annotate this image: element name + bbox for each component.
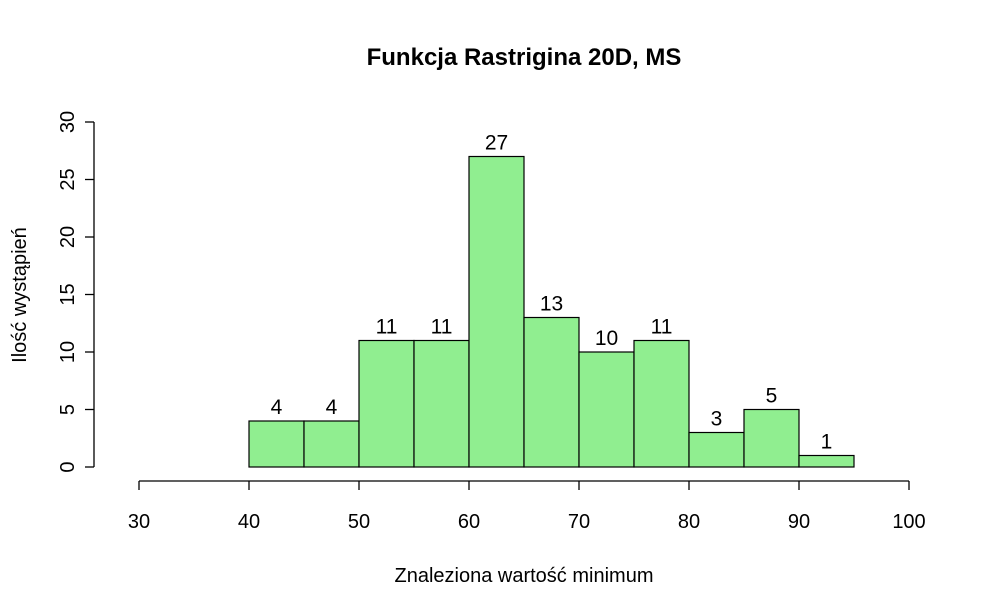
y-tick-label: 15 — [57, 283, 79, 305]
bar-value-label: 11 — [431, 316, 453, 339]
y-axis-label: Ilość wystąpień — [9, 227, 31, 363]
x-tick-label: 60 — [458, 511, 480, 533]
bar-value-label: 4 — [326, 396, 338, 419]
x-tick-label: 30 — [128, 511, 150, 533]
x-axis-label: Znaleziona wartość minimum — [395, 565, 654, 587]
bar-value-label: 3 — [711, 408, 723, 431]
y-tick-label: 25 — [57, 168, 79, 190]
bar-value-label: 5 — [766, 385, 778, 408]
histogram-bar — [633, 339, 690, 468]
x-tick-label: 90 — [788, 511, 810, 533]
chart-title: Funkcja Rastrigina 20D, MS — [367, 44, 682, 71]
y-tick-label: 30 — [57, 111, 79, 133]
y-tick-label: 10 — [57, 341, 79, 363]
histogram-bar — [743, 408, 800, 468]
histogram-bar — [468, 155, 525, 468]
bar-labels-group: 4 4 11 11 27 13 10 11 3 5 1 — [271, 132, 833, 454]
bars-group — [248, 155, 855, 468]
x-tick-label: 80 — [678, 511, 700, 533]
y-tick-label: 5 — [57, 404, 79, 415]
x-tick-label: 100 — [892, 511, 925, 533]
bar-value-label: 10 — [595, 327, 618, 350]
bar-value-label: 13 — [540, 293, 563, 316]
bar-value-label: 1 — [821, 431, 833, 454]
y-tick-label: 20 — [57, 226, 79, 248]
y-axis: 0 5 10 15 20 25 30 — [57, 111, 95, 473]
x-tick-label: 50 — [348, 511, 370, 533]
histogram-bar — [413, 339, 470, 468]
histogram-bar — [688, 431, 745, 468]
histogram-bar — [303, 420, 360, 468]
histogram-bar — [798, 454, 855, 468]
bar-value-label: 4 — [271, 396, 283, 419]
bar-value-label: 11 — [651, 316, 673, 339]
histogram-bar — [523, 316, 580, 468]
bar-value-label: 11 — [376, 316, 398, 339]
bar-value-label: 27 — [485, 132, 508, 155]
histogram-bar — [248, 420, 305, 468]
y-tick-label: 0 — [57, 461, 79, 472]
histogram-bar — [358, 339, 415, 468]
x-tick-label: 40 — [238, 511, 260, 533]
x-axis: 30 40 50 60 70 80 90 100 — [128, 480, 926, 533]
x-tick-label: 70 — [568, 511, 590, 533]
histogram-bar — [578, 351, 635, 468]
